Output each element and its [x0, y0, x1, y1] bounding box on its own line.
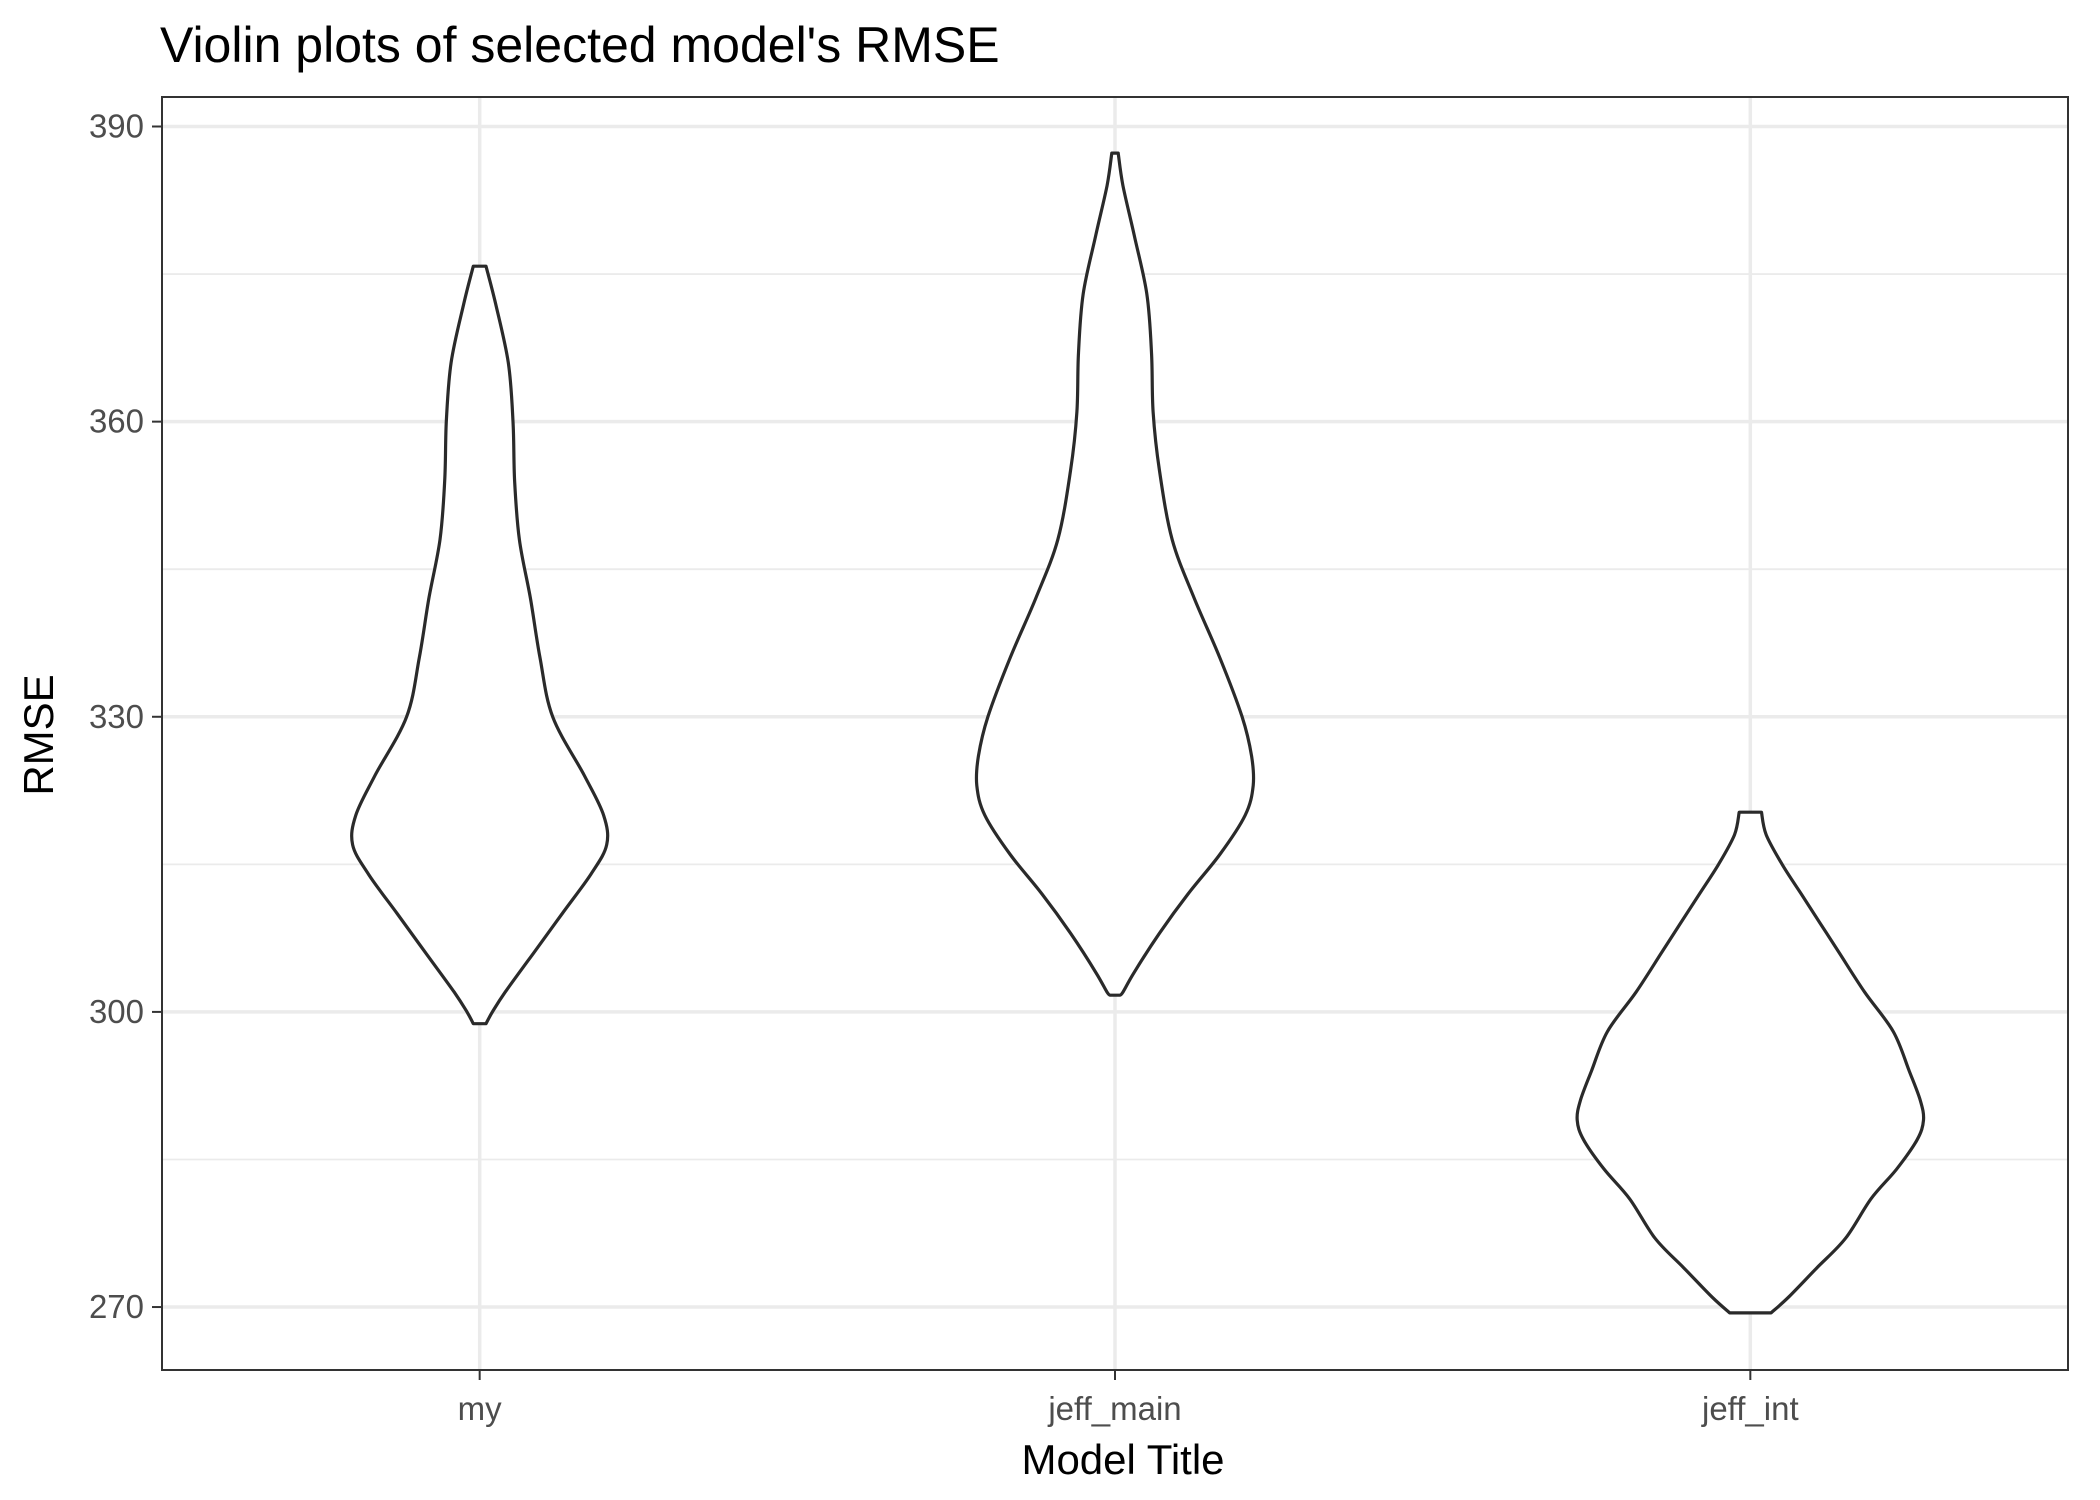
x-tick-label: my: [458, 1390, 502, 1427]
y-tick-label: 360: [89, 403, 144, 440]
y-axis: 270 300 330 360 390: [89, 108, 162, 1325]
y-tick-label: 300: [89, 993, 144, 1030]
y-axis-title: RMSE: [15, 674, 62, 795]
y-tick-label: 270: [89, 1288, 144, 1325]
chart-title: Violin plots of selected model's RMSE: [160, 17, 1000, 73]
violin-jeff-main: [974, 151, 1256, 997]
x-tick-label: jeff_main: [1047, 1390, 1181, 1427]
violin-jeff-int: [1575, 810, 1926, 1315]
x-axis: my jeff_main jeff_int: [458, 1370, 1799, 1427]
y-tick-label: 330: [89, 698, 144, 735]
x-axis-title: Model Title: [1021, 1436, 1224, 1483]
y-tick-label: 390: [89, 108, 144, 145]
violins: [350, 151, 1926, 1315]
x-tick-label: jeff_int: [1701, 1390, 1799, 1427]
violin-my: [350, 264, 610, 1026]
